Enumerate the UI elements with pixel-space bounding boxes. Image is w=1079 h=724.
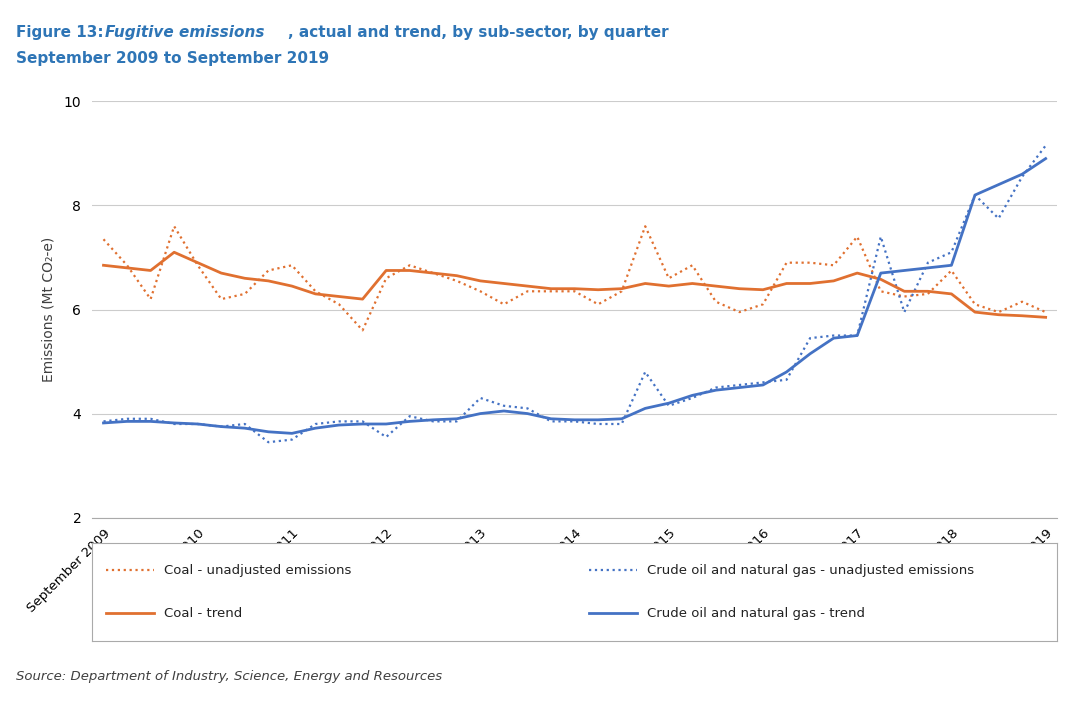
- Text: Figure 13:: Figure 13:: [16, 25, 109, 41]
- Text: Source: Department of Industry, Science, Energy and Resources: Source: Department of Industry, Science,…: [16, 670, 442, 683]
- Text: , actual and trend, by sub-sector, by quarter: , actual and trend, by sub-sector, by qu…: [288, 25, 669, 41]
- Text: Coal - unadjusted emissions: Coal - unadjusted emissions: [164, 564, 352, 577]
- Y-axis label: Emissions (Mt CO₂-e): Emissions (Mt CO₂-e): [41, 237, 55, 382]
- Text: September 2009 to September 2019: September 2009 to September 2019: [16, 51, 329, 66]
- Text: Fugitive emissions: Fugitive emissions: [105, 25, 264, 41]
- Text: Crude oil and natural gas - trend: Crude oil and natural gas - trend: [647, 607, 865, 620]
- Text: Coal - trend: Coal - trend: [164, 607, 243, 620]
- Text: Crude oil and natural gas - unadjusted emissions: Crude oil and natural gas - unadjusted e…: [647, 564, 974, 577]
